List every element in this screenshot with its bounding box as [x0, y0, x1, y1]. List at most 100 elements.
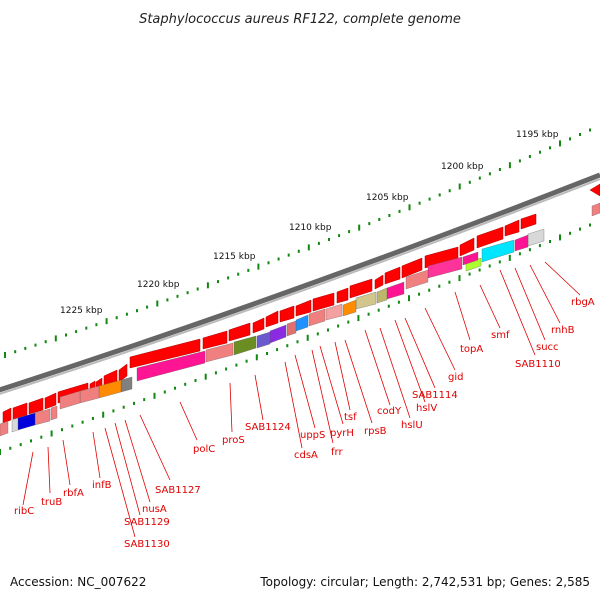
minor-tick — [276, 348, 279, 352]
major-tick — [204, 373, 207, 380]
minor-tick — [266, 352, 268, 355]
tick-label-1210: 1210 kbp — [289, 223, 332, 233]
tick-label-1195: 1195 kbp — [516, 130, 559, 140]
minor-tick — [418, 292, 421, 296]
gene-arrow — [589, 183, 600, 197]
gene-arrow — [12, 402, 28, 420]
minor-tick — [538, 244, 541, 248]
tick-label-1200: 1200 kbp — [441, 162, 484, 172]
minor-tick — [377, 308, 380, 312]
gene-label-cdsA: cdsA — [294, 450, 318, 461]
gene-label-SAB1129: SAB1129 — [124, 517, 170, 528]
major-tick — [358, 224, 361, 231]
feature-bar — [11, 417, 19, 433]
minor-tick — [579, 133, 581, 136]
minor-tick — [176, 294, 179, 298]
minor-tick — [428, 288, 431, 292]
gene-arrow — [279, 305, 295, 323]
minor-tick — [367, 312, 370, 316]
minor-tick — [528, 248, 531, 252]
minor-tick — [75, 330, 78, 334]
minor-tick — [34, 343, 37, 347]
minor-tick — [184, 382, 187, 386]
gene-label-hslU: hslU — [401, 420, 423, 431]
feature-bar — [295, 314, 309, 332]
feature-bar — [0, 420, 9, 437]
feature-bar — [205, 342, 234, 363]
minor-tick — [19, 443, 22, 447]
gene-arrow — [44, 392, 57, 410]
minor-tick — [448, 189, 451, 193]
gene-label-infB: infB — [92, 480, 112, 491]
minor-tick — [146, 305, 149, 309]
major-tick — [408, 204, 411, 211]
gene-label-tsf: tsf — [344, 412, 357, 423]
minor-tick — [539, 150, 541, 154]
minor-tick — [44, 340, 47, 344]
minor-tick — [85, 326, 88, 330]
gene-arrow — [129, 338, 201, 369]
tick-labels: 1195 kbp 1200 kbp 1205 kbp 1210 kbp 1215… — [60, 130, 559, 316]
feature-bar — [481, 239, 515, 263]
minor-tick — [245, 359, 248, 363]
minor-tick — [166, 298, 169, 302]
gene-arrow — [374, 274, 384, 290]
major-tick — [102, 411, 105, 418]
major-tick — [4, 352, 6, 358]
minor-tick — [327, 328, 329, 332]
minor-tick — [518, 252, 521, 256]
genome-backbone-shadow — [0, 178, 600, 395]
minor-tick — [569, 137, 571, 141]
major-tick — [0, 449, 1, 455]
gene-label-SAB1110: SAB1110 — [515, 359, 561, 370]
gene-arrow-track — [2, 183, 600, 424]
major-tick — [559, 140, 561, 147]
feature-bar — [308, 308, 326, 327]
outer-scale-dots — [4, 128, 591, 358]
major-tick — [153, 392, 156, 399]
map-title: Staphylococcus aureus RF122, complete ge… — [139, 12, 461, 27]
major-tick — [206, 282, 209, 289]
tick-label-1215: 1215 kbp — [213, 252, 256, 262]
minor-tick — [95, 323, 98, 327]
minor-tick — [338, 234, 341, 238]
feature-bar — [342, 299, 357, 317]
feature-bar — [405, 269, 429, 290]
major-tick — [156, 300, 159, 307]
gene-label-smf: smf — [491, 330, 510, 341]
minor-tick — [368, 222, 371, 226]
leader-lines — [22, 261, 581, 538]
major-tick — [105, 318, 108, 325]
minor-tick — [217, 280, 219, 284]
feature-bar — [376, 287, 388, 304]
gene-arrow — [476, 226, 504, 249]
minor-tick — [498, 260, 501, 264]
major-tick — [508, 162, 511, 169]
feature-bar — [136, 350, 206, 382]
minor-tick — [235, 363, 238, 367]
minor-tick — [589, 128, 591, 132]
major-tick — [458, 183, 461, 190]
minor-tick — [549, 240, 551, 243]
gene-arrow — [228, 322, 251, 342]
feature-bar — [462, 251, 479, 266]
gene-arrow — [202, 330, 228, 350]
minor-tick — [24, 346, 27, 350]
gene-arrow — [349, 278, 373, 299]
gene-label-gid: gid — [448, 372, 463, 383]
major-tick — [357, 315, 360, 322]
feature-bar — [514, 234, 529, 252]
minor-tick — [448, 280, 451, 284]
gene-arrow — [401, 257, 423, 279]
gene-label-rpsB: rpsB — [364, 426, 387, 437]
feature-bar — [527, 228, 545, 247]
major-tick — [307, 244, 310, 251]
tick-label-1225: 1225 kbp — [60, 306, 103, 316]
minor-tick — [225, 367, 228, 371]
gene-label-polC: polC — [193, 444, 215, 455]
accession-text: Accession: NC_007622 — [10, 575, 146, 589]
gene-arrow — [504, 219, 520, 237]
minor-tick — [297, 249, 300, 253]
minor-tick — [40, 435, 43, 439]
